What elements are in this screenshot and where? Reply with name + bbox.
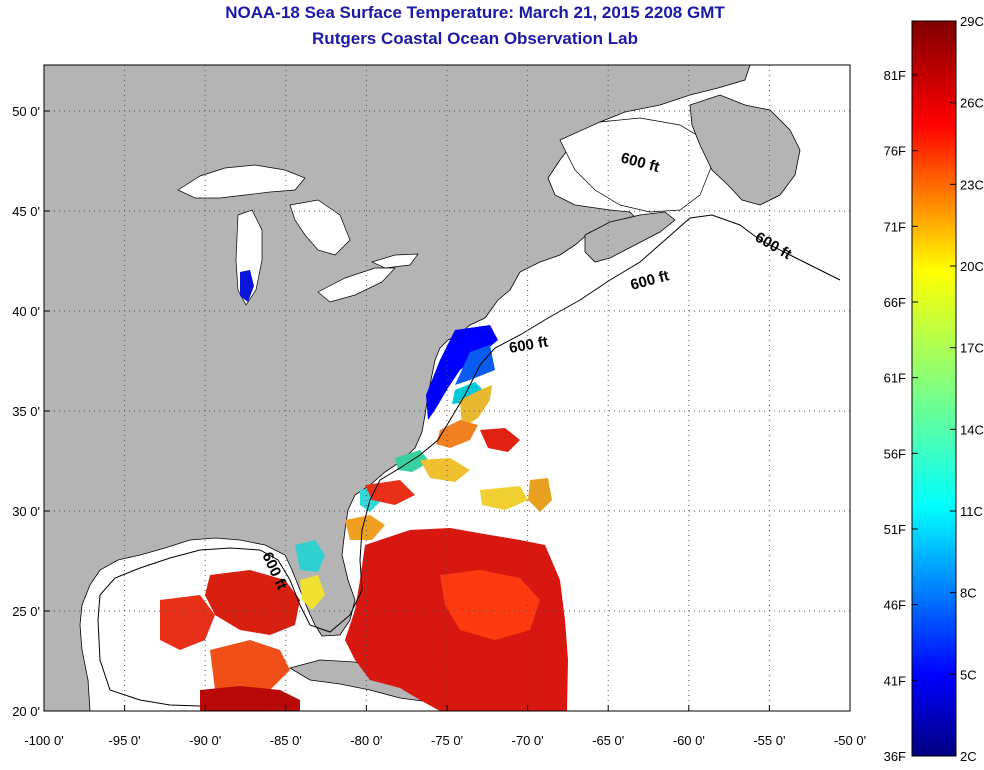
- colorbar-label-fahrenheit: 51F: [884, 522, 906, 537]
- colorbar-label-fahrenheit: 76F: [884, 144, 906, 159]
- chart-title: NOAA-18 Sea Surface Temperature: March 2…: [225, 3, 725, 22]
- newfoundland: [689, 94, 801, 206]
- colorbar-ticks: [912, 20, 956, 757]
- colorbar-label-fahrenheit: 36F: [884, 749, 906, 764]
- lat-tick-label: 35 0': [12, 404, 40, 419]
- colorbar-label-celsius: 17C: [960, 341, 984, 356]
- lon-tick-label: -90 0': [189, 733, 221, 748]
- colorbar-label-fahrenheit: 71F: [884, 219, 906, 234]
- colorbar-label-fahrenheit: 41F: [884, 673, 906, 688]
- lat-tick-label: 45 0': [12, 204, 40, 219]
- lon-tick-label: -55 0': [753, 733, 785, 748]
- colorbar-label-celsius: 14C: [960, 422, 984, 437]
- lat-tick-label: 25 0': [12, 604, 40, 619]
- colorbar-labels: 29C 26C 23C 20C 17C 14C 11C 8C 5C 2C 81F 76F 71F 66F 6…: [884, 14, 984, 764]
- lon-tick-label: -80 0': [350, 733, 382, 748]
- colorbar-label-fahrenheit: 81F: [884, 68, 906, 83]
- lake-ontario: [371, 253, 419, 269]
- latitude-axis: 20 0' 25 0' 30 0' 35 0' 40 0' 45 0' 50 0': [12, 104, 50, 719]
- colorbar-label-celsius: 26C: [960, 96, 984, 111]
- nova-scotia: [584, 211, 676, 263]
- lake-huron: [289, 199, 351, 256]
- contour-label-4: 600 ft: [508, 333, 550, 357]
- colorbar: 29C 26C 23C 20C 17C 14C 11C 8C 5C 2C 81F 76F 71F 66F 6…: [884, 14, 984, 764]
- colorbar-label-celsius: 5C: [960, 667, 977, 682]
- lake-superior: [177, 164, 306, 199]
- colorbar-label-celsius: 2C: [960, 749, 977, 764]
- colorbar-label-fahrenheit: 56F: [884, 446, 906, 461]
- lat-tick-label: 50 0': [12, 104, 40, 119]
- colorbar-label-celsius: 29C: [960, 14, 984, 29]
- lon-tick-label: -75 0': [431, 733, 463, 748]
- chart-subtitle: Rutgers Coastal Ocean Observation Lab: [312, 29, 638, 48]
- lon-tick-label: -95 0': [109, 733, 141, 748]
- lake-erie: [317, 267, 396, 303]
- colorbar-label-celsius: 11C: [960, 504, 983, 519]
- sst-data: [160, 325, 568, 711]
- lon-tick-label: -60 0': [673, 733, 705, 748]
- lat-tick-label: 40 0': [12, 304, 40, 319]
- lon-tick-label: -65 0': [592, 733, 624, 748]
- lon-tick-label: -50 0': [834, 733, 866, 748]
- colorbar-label-fahrenheit: 61F: [884, 371, 906, 386]
- land-north-america: [44, 65, 751, 711]
- lon-tick-label: -100 0': [24, 733, 63, 748]
- colorbar-gradient: [911, 20, 957, 757]
- colorbar-label-fahrenheit: 46F: [884, 598, 906, 613]
- colorbar-label-fahrenheit: 66F: [884, 295, 906, 310]
- colorbar-label-celsius: 20C: [960, 259, 984, 274]
- lon-tick-label: -70 0': [512, 733, 544, 748]
- colorbar-label-celsius: 8C: [960, 586, 977, 601]
- gulf-of-st-lawrence: [559, 117, 713, 213]
- lon-tick-label: -85 0': [270, 733, 302, 748]
- lat-tick-label: 30 0': [12, 504, 40, 519]
- lat-tick-label: 20 0': [12, 704, 40, 719]
- lake-michigan-sst: [240, 270, 254, 302]
- longitude-axis: -100 0' -95 0' -90 0' -85 0' -80 0' -75 0' -70…: [24, 705, 866, 748]
- colorbar-label-celsius: 23C: [960, 177, 984, 192]
